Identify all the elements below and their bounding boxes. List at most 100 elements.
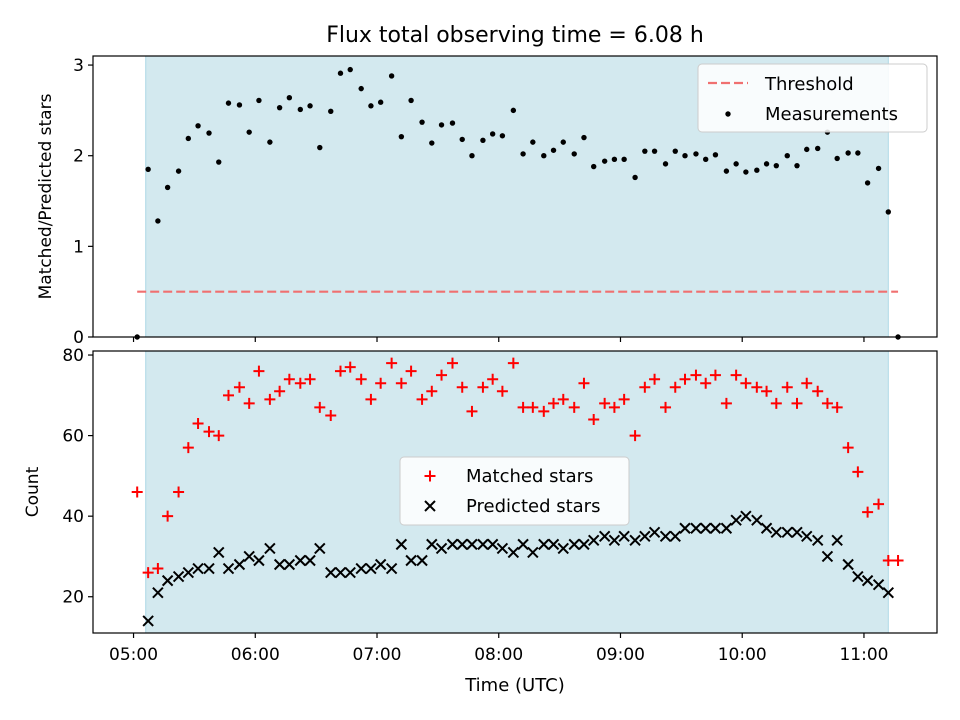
measurement-point [419,119,425,125]
measurement-point [845,150,851,156]
predicted-star-point [243,550,255,563]
x-axis-label: Time (UTC) [464,675,565,696]
measurement-point [206,130,212,136]
measurement-point [693,151,699,157]
legend-box [399,456,630,526]
matched-star-point [283,373,295,385]
predicted-star-point [882,587,895,599]
matched-star-point [831,401,843,413]
x-tick-label: 08:00 [474,645,523,665]
measurement-point [328,108,334,114]
measurement-point [449,120,456,126]
matched-star-point [568,401,580,413]
predicted-star-point [385,562,398,575]
predicted-star-point [142,615,154,627]
measurement-point [438,122,445,128]
measurement-point [489,131,496,137]
predicted-star-point [648,526,661,538]
predicted-star-point [294,554,307,567]
measurement-point [267,139,273,145]
measurement-point [480,137,486,143]
predicted-star-point [618,530,630,543]
matched-star-point [740,377,752,389]
predicted-star-point [273,558,286,571]
predicted-star-point [253,554,265,567]
legend-predicted-swatch [424,500,436,512]
predicted-star-point [527,546,539,559]
measurement-point [571,151,577,157]
count-panel: 20 40 60 80 05:00 06:00 07:00 08:00 09:00 10:00 11… [23,346,938,665]
y-tick-label: 3 [73,56,84,76]
matched-star-point [395,377,407,389]
matched-star-point [578,377,590,389]
y-tick-label: 1 [73,237,84,257]
measurement-point [377,99,384,105]
predicted-star-point [486,538,499,551]
matched-star-point [629,430,641,442]
matched-star-point [253,365,265,377]
matched-star-point [557,393,569,405]
measurement-point [875,165,882,172]
matched-star-point [496,385,508,397]
measurement-point [682,153,688,159]
predicted-star-point [456,538,468,551]
measurement-point [621,156,627,163]
measurement-point [632,174,638,181]
x-tick-label: 05:00 [109,645,158,665]
measurement-point [368,103,374,109]
predicted-star-point [182,566,195,579]
matched-star-point [882,554,894,566]
predicted-star-point [770,526,783,538]
matched-star-point [192,418,204,430]
measurement-point [429,140,435,146]
matched-star-point [304,373,316,385]
measurement-point [145,166,151,173]
measurement-point [175,168,182,174]
predicted-star-point [831,534,843,547]
matched-star-point [375,377,387,389]
y-tick-label: 0 [73,328,84,348]
matched-star-point [679,373,691,385]
predicted-star-point [496,542,509,555]
plot-frame [92,350,938,634]
measurement-point [591,163,597,170]
predicted-star-point [608,534,621,547]
predicted-star-point [233,558,246,571]
predicted-star-point [801,530,813,543]
matched-star-point [182,442,194,454]
measurement-point [560,139,566,145]
measurement-point [337,70,344,76]
predicted-star-point [192,562,204,575]
predicted-star-point [334,566,347,579]
matched-star-point [131,486,143,498]
legend-threshold-label: Threshold [764,74,854,95]
predicted-star-point [861,574,874,587]
measurement-point [703,156,709,163]
predicted-star-point [446,538,459,551]
measurement-point [814,145,821,152]
measurement-point [754,167,760,173]
measurement-point [185,135,192,142]
matched-star-point [213,430,225,442]
measurement-point [550,147,557,153]
measurement-point [804,146,810,153]
matched-star-point [639,381,651,393]
predicted-star-point [314,542,326,555]
measurement-point [164,184,171,191]
measurement-point [216,159,222,165]
measurement-point [784,153,790,159]
matched-star-point [690,369,702,381]
predicted-star-point [669,530,681,543]
measurement-point [317,144,323,151]
legend-matched-swatch [424,470,436,482]
matched-star-point [426,385,438,397]
measurement-point [307,103,313,109]
matched-star-point [436,369,448,381]
y-axis-label: Matched/Predicted stars [36,93,56,299]
measurement-point [155,218,161,224]
matched-star-point [761,385,773,397]
measurement-point [398,133,405,140]
measurement-point [225,100,232,106]
predicted-star-point [283,558,296,571]
